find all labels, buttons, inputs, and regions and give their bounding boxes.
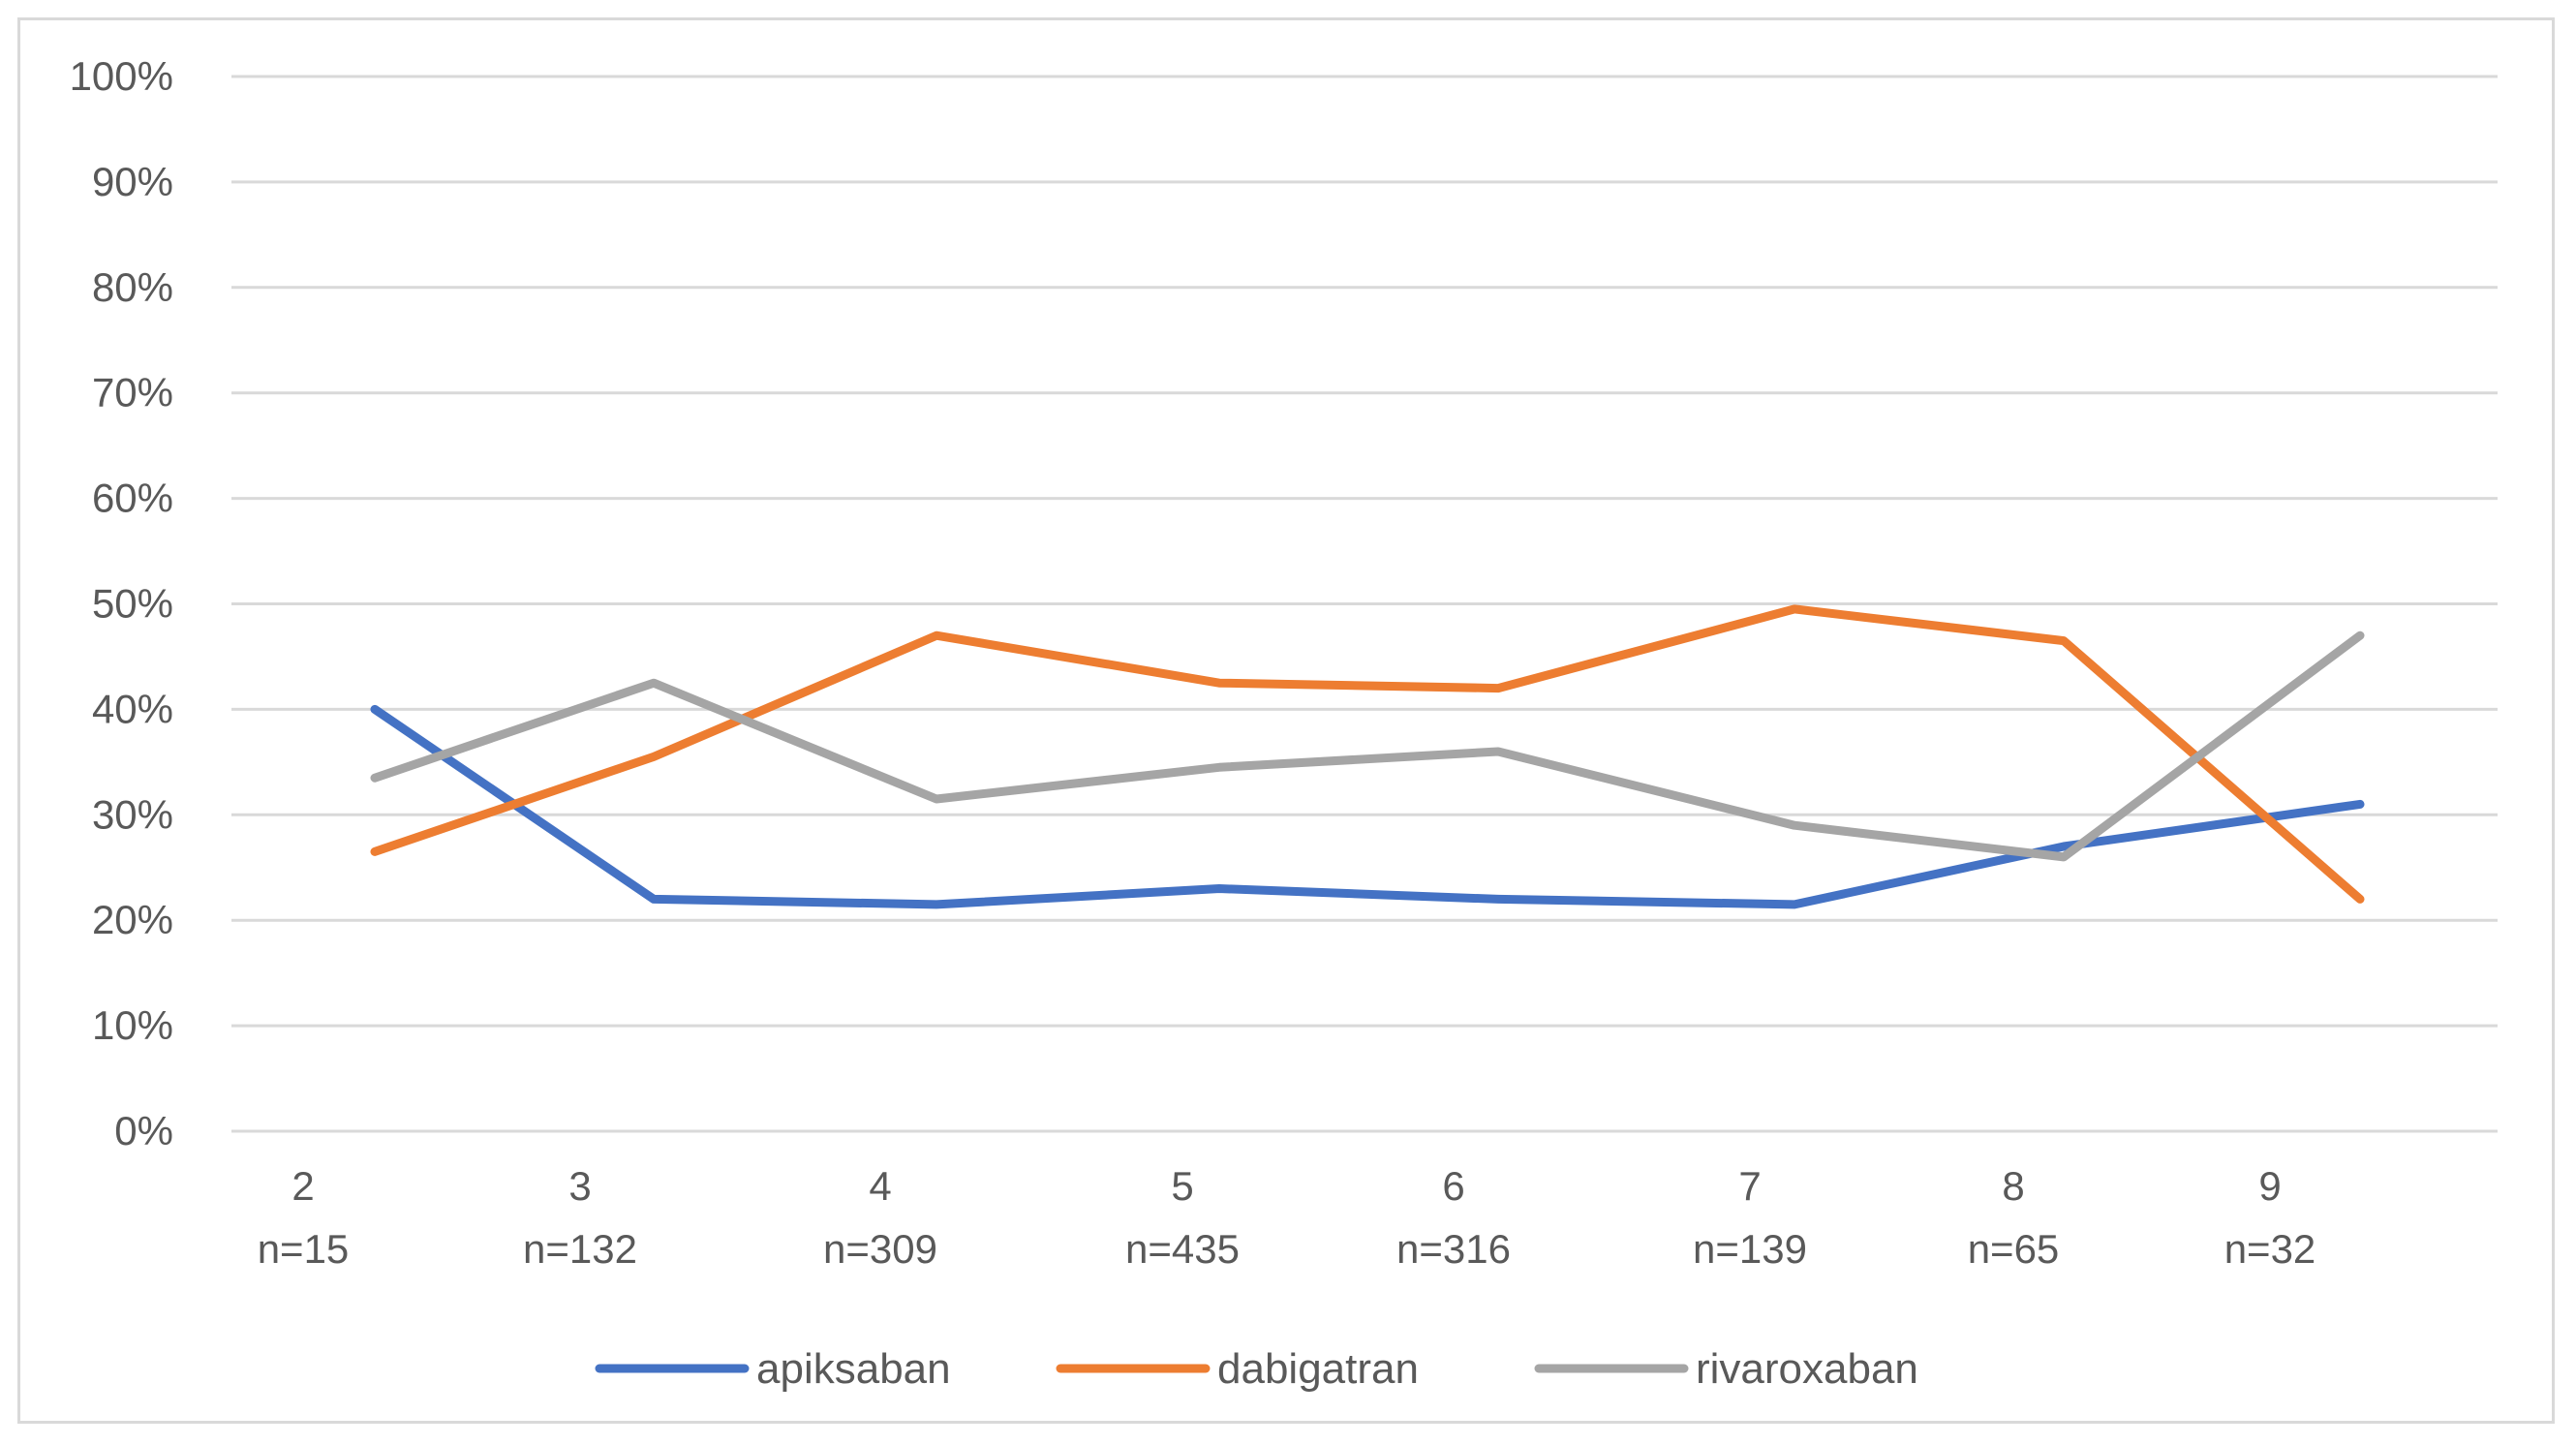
x-tick-n-label: n=435 [1125, 1226, 1240, 1272]
y-tick-label: 10% [92, 1002, 173, 1048]
y-tick-label: 40% [92, 686, 173, 731]
y-tick-label: 30% [92, 791, 173, 837]
x-axis-tick-labels: 2 n=15 3 n=132 4 n=309 5 n=435 6 n=316 7 n=139 8 n=65… [258, 1163, 2316, 1272]
x-tick-n-label: n=132 [523, 1226, 637, 1272]
x-tick-label: 7 [1738, 1163, 1761, 1209]
series-lines [370, 604, 2365, 909]
x-tick-label: 4 [869, 1163, 891, 1209]
x-tick-n-label: n=139 [1693, 1226, 1807, 1272]
x-tick-label: 8 [2002, 1163, 2024, 1209]
x-tick-n-label: n=15 [258, 1226, 350, 1272]
x-tick-n-label: n=316 [1396, 1226, 1511, 1272]
x-tick-n-label: n=309 [823, 1226, 937, 1272]
x-tick-label: 6 [1442, 1163, 1464, 1209]
y-tick-label: 80% [92, 264, 173, 310]
legend-label: apiksaban [756, 1345, 951, 1393]
series-line-dabigatran [370, 604, 2365, 904]
y-tick-label: 0% [114, 1108, 173, 1153]
x-tick-label: 9 [2258, 1163, 2281, 1209]
y-tick-label: 70% [92, 370, 173, 415]
y-axis-tick-labels: 0% 10% 20% 30% 40% 50% 60% 70% 80% 90% 100% [70, 53, 173, 1153]
chart-frame: 0% 10% 20% 30% 40% 50% 60% 70% 80% 90% 100% 2 n=15 3… [17, 17, 2555, 1424]
x-tick-n-label: n=32 [2224, 1226, 2316, 1272]
y-tick-label: 100% [70, 53, 173, 99]
legend-item-apiksaban: apiksaban [595, 1345, 951, 1393]
legend-item-dabigatran: dabigatran [1056, 1345, 1419, 1393]
y-tick-label: 90% [92, 159, 173, 204]
x-tick-label: 3 [568, 1163, 591, 1209]
x-tick-n-label: n=65 [1968, 1226, 2060, 1272]
legend-item-rivaroxaban: rivaroxaban [1534, 1345, 1918, 1393]
y-tick-label: 20% [92, 897, 173, 942]
x-tick-label: 5 [1171, 1163, 1193, 1209]
series-line-rivaroxaban [370, 630, 2365, 862]
line-chart: 0% 10% 20% 30% 40% 50% 60% 70% 80% 90% 100% 2 n=15 3… [70, 53, 2498, 1393]
legend-label: dabigatran [1217, 1345, 1419, 1393]
y-tick-label: 60% [92, 476, 173, 521]
series-line-apiksaban [370, 704, 2365, 909]
legend: apiksaban dabigatran rivaroxaban [595, 1345, 1918, 1393]
legend-label: rivaroxaban [1696, 1345, 1918, 1393]
gridlines [231, 75, 2498, 1133]
x-tick-label: 2 [291, 1163, 314, 1209]
y-tick-label: 50% [92, 581, 173, 627]
